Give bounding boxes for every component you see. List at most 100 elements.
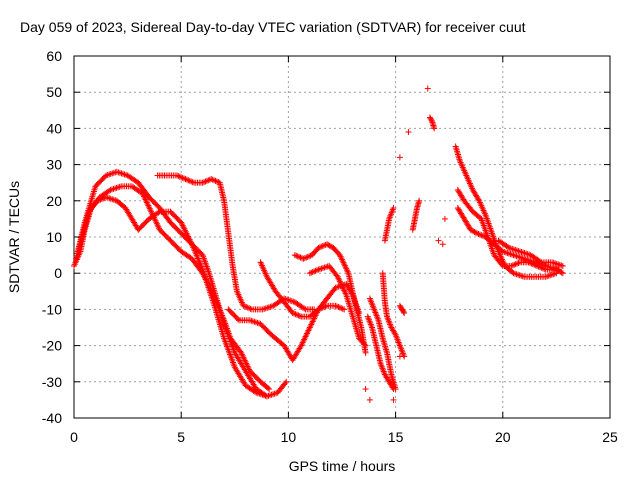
data-point-trail [293, 311, 300, 318]
data-point-trail [290, 298, 297, 305]
data-point-trail [399, 307, 406, 314]
data-point-trail [147, 207, 154, 214]
data-point [291, 252, 298, 259]
data-point-trail [268, 303, 275, 310]
data-point-trail [324, 263, 331, 270]
y-tick-label: 50 [46, 84, 62, 100]
data-point-trail [106, 187, 113, 194]
data-point-trail [515, 259, 522, 266]
data-point-trail [136, 188, 143, 195]
grid [74, 56, 610, 418]
data-point-trail [188, 178, 195, 185]
data-point-trail [384, 375, 391, 382]
data-point-trail [197, 267, 204, 274]
data-point-trail [165, 208, 172, 215]
data-point-trail [475, 230, 482, 237]
data-point-trail [479, 232, 486, 239]
y-tick-label: -10 [42, 301, 62, 317]
x-tick-label: 10 [281, 429, 297, 445]
data-point-trail [462, 170, 469, 177]
data-point-trail [541, 262, 548, 269]
data-point-trail [255, 376, 262, 383]
data-point-trail [319, 243, 326, 250]
data-point-trail [309, 268, 316, 275]
data-point [323, 241, 330, 248]
data-point [396, 353, 403, 360]
data-point-trail [265, 329, 272, 336]
data-point-trail [470, 228, 477, 235]
data-point-trail [357, 322, 364, 329]
data-point-trail [381, 370, 388, 377]
data-point-trail [326, 242, 333, 249]
data-point-trail [241, 303, 248, 310]
data-point-trail [123, 171, 130, 178]
data-point-trail [481, 210, 488, 217]
data-point [182, 176, 189, 183]
y-tick-label: 30 [46, 157, 62, 173]
data-point-trail [104, 188, 111, 195]
data-point-trail [229, 261, 236, 268]
data-point [306, 270, 313, 277]
data-point-trail [512, 261, 519, 268]
data-point-trail [508, 268, 515, 275]
data-point-trail [186, 253, 193, 260]
data-point-trail [234, 316, 241, 323]
data-point-trail [430, 123, 437, 130]
data-point-trail [181, 175, 188, 182]
data-point-trail [318, 243, 325, 250]
data-point-trail [537, 258, 544, 265]
data-point-trail [387, 322, 394, 329]
x-tick-label: 5 [177, 429, 185, 445]
data-point-trail [558, 269, 565, 276]
data-point-trail [165, 216, 172, 223]
data-point-trail [488, 228, 495, 235]
data-point-trail [396, 341, 403, 348]
data-point-trail [175, 246, 182, 253]
data-point-trail [282, 380, 289, 387]
data-point-trail [245, 317, 252, 324]
data-point-trail [205, 177, 212, 184]
data-point-trail [385, 217, 392, 224]
data-point-trail [400, 308, 407, 315]
data-point-trail [330, 287, 337, 294]
data-point-trail [478, 232, 485, 239]
data-point-trail [509, 262, 516, 269]
data-point-trail [297, 254, 304, 261]
y-axis-label: SDTVAR / TECUs [6, 181, 22, 293]
data-point-trail [389, 206, 396, 213]
data-point-trail [179, 174, 186, 181]
data-point-trail [116, 183, 123, 190]
data-point-trail [257, 306, 264, 313]
y-tick-label: 10 [46, 229, 62, 245]
data-point-trail [261, 391, 268, 398]
data-point-trail [332, 271, 339, 278]
data-point-trail [220, 315, 227, 322]
data-point-trail [155, 209, 162, 216]
data-point-trail [334, 249, 341, 256]
data-point-trail [144, 191, 151, 198]
data-point-trail [209, 290, 216, 297]
data-point-trail [503, 243, 510, 250]
data-point-trail [292, 311, 299, 318]
data-point [559, 270, 566, 277]
data-point-trail [400, 351, 407, 358]
data-point-trail [338, 305, 345, 312]
data-point-trail [553, 266, 560, 273]
data-point-trail [301, 255, 308, 262]
plot-frame [73, 55, 611, 419]
data-point-trail [312, 308, 319, 315]
y-tick-label: 20 [46, 193, 62, 209]
data-point-trail [497, 246, 504, 253]
data-point [435, 237, 442, 244]
data-point-trail [246, 305, 253, 312]
data-point-trail [244, 304, 251, 311]
data-point-trail [504, 243, 511, 250]
data-point-trail [132, 177, 139, 184]
data-point-trail [476, 231, 483, 238]
data-point-trail [278, 296, 285, 303]
data-point-trail [397, 303, 404, 310]
data-point-trail [294, 253, 301, 260]
data-point-trail [379, 333, 386, 340]
data-point [362, 386, 369, 393]
data-point-trail [368, 322, 375, 329]
